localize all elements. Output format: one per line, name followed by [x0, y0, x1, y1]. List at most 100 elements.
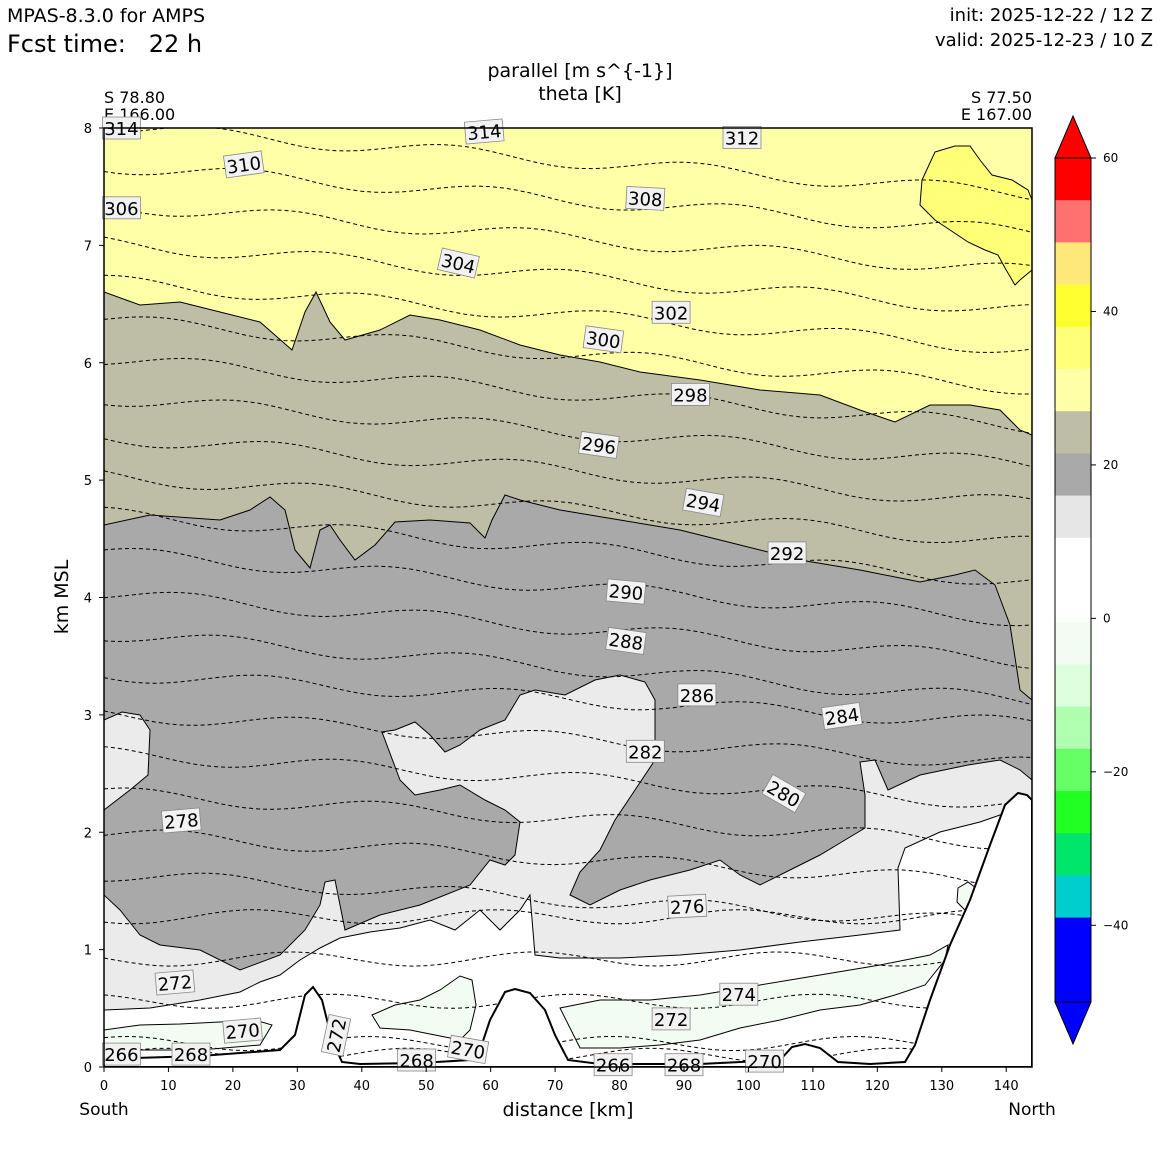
- theta-label-text: 312: [725, 128, 759, 149]
- theta-label: 270: [222, 1017, 263, 1044]
- theta-contour: [104, 357, 1032, 434]
- colorbar-bin: [1055, 495, 1091, 539]
- theta-label-box: [651, 300, 691, 324]
- x-tick-label: 80: [611, 1079, 628, 1094]
- theta-label-text: 292: [770, 544, 804, 565]
- theta-label-box: [719, 982, 759, 1006]
- theta-label-box: [682, 487, 725, 517]
- theta-label: 278: [160, 807, 202, 834]
- colorbar-tick-label: −40: [1103, 918, 1128, 932]
- colorbar-bin: [1055, 453, 1091, 497]
- init-time: init: 2025-12-22 / 12 Z: [949, 5, 1153, 26]
- theta-label-text: 298: [673, 385, 707, 406]
- theta-label-text: 272: [157, 972, 193, 996]
- theta-label-box: [605, 578, 647, 605]
- left-endpoint-lat: S 78.80: [104, 88, 166, 107]
- x-axis-ticks: 0 10 20 30 40 50 60 70 80 90 100 110 120 130 140: [100, 1067, 1019, 1094]
- colorbar-tick-label: −20: [1103, 765, 1128, 779]
- chart-subtitle: theta [K]: [538, 83, 622, 105]
- theta-contour: [104, 470, 1032, 544]
- theta-label: 296: [578, 430, 620, 459]
- theta-label-text: 310: [226, 153, 263, 179]
- x-tick-label: 30: [289, 1079, 306, 1094]
- theta-label: 286: [677, 683, 717, 707]
- theta-label-text: 314: [466, 121, 502, 145]
- theta-label-text: 268: [174, 1045, 208, 1066]
- right-endpoint-lon: E 167.00: [960, 105, 1032, 124]
- theta-label-text: 282: [628, 742, 662, 763]
- theta-label-box: [671, 382, 710, 406]
- x-tick-label: 0: [100, 1079, 108, 1094]
- theta-contour: [104, 203, 1032, 270]
- theta-label: 314: [463, 118, 505, 145]
- x-tick-label: 50: [418, 1079, 435, 1094]
- colorbar-bin: [1055, 411, 1091, 454]
- theta-contour: [104, 128, 1032, 201]
- theta-label-text: 314: [104, 119, 138, 140]
- theta-label: 310: [223, 150, 265, 179]
- y-tick-label: 3: [84, 709, 92, 724]
- theta-label-box: [593, 1053, 633, 1077]
- theta-contour: [104, 872, 1032, 931]
- colorbar-bin: [1055, 706, 1091, 750]
- theta-label: 270: [745, 1049, 784, 1073]
- colorbar-bin: [1055, 369, 1091, 412]
- colorbar-bin: [1055, 875, 1091, 919]
- colorbar-bin: [1055, 200, 1091, 243]
- theta-contour: [104, 909, 1032, 925]
- colorbar-bin: [1055, 748, 1091, 792]
- theta-contour: [104, 634, 1032, 705]
- fill-pale-green-2: [371, 975, 477, 1041]
- theta-label-box: [821, 702, 863, 730]
- theta-contour: [104, 1035, 1032, 1052]
- x-tick-label: 130: [929, 1079, 954, 1094]
- theta-label: 274: [719, 982, 759, 1006]
- colorbar-bottom-arrow: [1054, 1001, 1092, 1046]
- theta-label-box: [102, 196, 141, 220]
- x-tick-label: 120: [865, 1079, 890, 1094]
- theta-label: 266: [593, 1053, 633, 1077]
- theta-contour: [104, 236, 1032, 312]
- y-axis-ticks: 0 1 2 3 4 5 6 7 8: [84, 122, 104, 1076]
- theta-contour: [104, 787, 1032, 850]
- theta-label-box: [667, 893, 708, 919]
- theta-label: 312: [722, 125, 762, 149]
- colorbar-tick-label: 20: [1103, 458, 1118, 472]
- theta-label-box: [223, 150, 265, 179]
- theta-label-text: 284: [824, 705, 861, 731]
- theta-contour: [104, 746, 1032, 808]
- theta-contour: [104, 438, 1032, 502]
- theta-label: 268: [664, 1053, 704, 1077]
- colorbar-frame: [1054, 157, 1092, 1003]
- theta-label-box: [578, 430, 620, 459]
- fill-yellow-blob: [919, 145, 1032, 286]
- colorbar-bin: [1055, 664, 1091, 708]
- theta-label-box: [222, 1017, 263, 1044]
- theta-contour: [104, 951, 1032, 967]
- x-axis-label: distance [km]: [502, 1099, 634, 1121]
- theta-label-box: [160, 807, 202, 834]
- theta-label-box: [582, 325, 625, 354]
- x-tick-label: 40: [354, 1079, 371, 1094]
- y-tick-label: 4: [84, 592, 92, 607]
- theta-label-box: [625, 186, 666, 211]
- colorbar-bin: [1055, 284, 1091, 328]
- colorbar-bin: [1055, 580, 1091, 623]
- theta-label-text: 268: [399, 1051, 433, 1072]
- theta-contour: [104, 274, 1032, 353]
- direction-north: North: [1008, 1100, 1056, 1120]
- x-tick-label: 90: [676, 1079, 693, 1094]
- colorbar-tick-label: 60: [1103, 151, 1118, 165]
- theta-contour: [104, 547, 1032, 627]
- theta-label-box: [320, 1013, 352, 1057]
- theta-label-text: 276: [670, 896, 705, 919]
- x-tick-label: 100: [736, 1079, 761, 1094]
- theta-label: 272: [154, 969, 196, 996]
- theta-contour-lines: [104, 128, 1032, 1063]
- theta-label: 306: [102, 196, 141, 220]
- theta-label-box: [651, 1007, 691, 1031]
- theta-label: 268: [171, 1042, 211, 1066]
- theta-label-box: [625, 739, 665, 763]
- theta-label-text: 308: [628, 189, 663, 212]
- theta-contour: [104, 591, 1032, 670]
